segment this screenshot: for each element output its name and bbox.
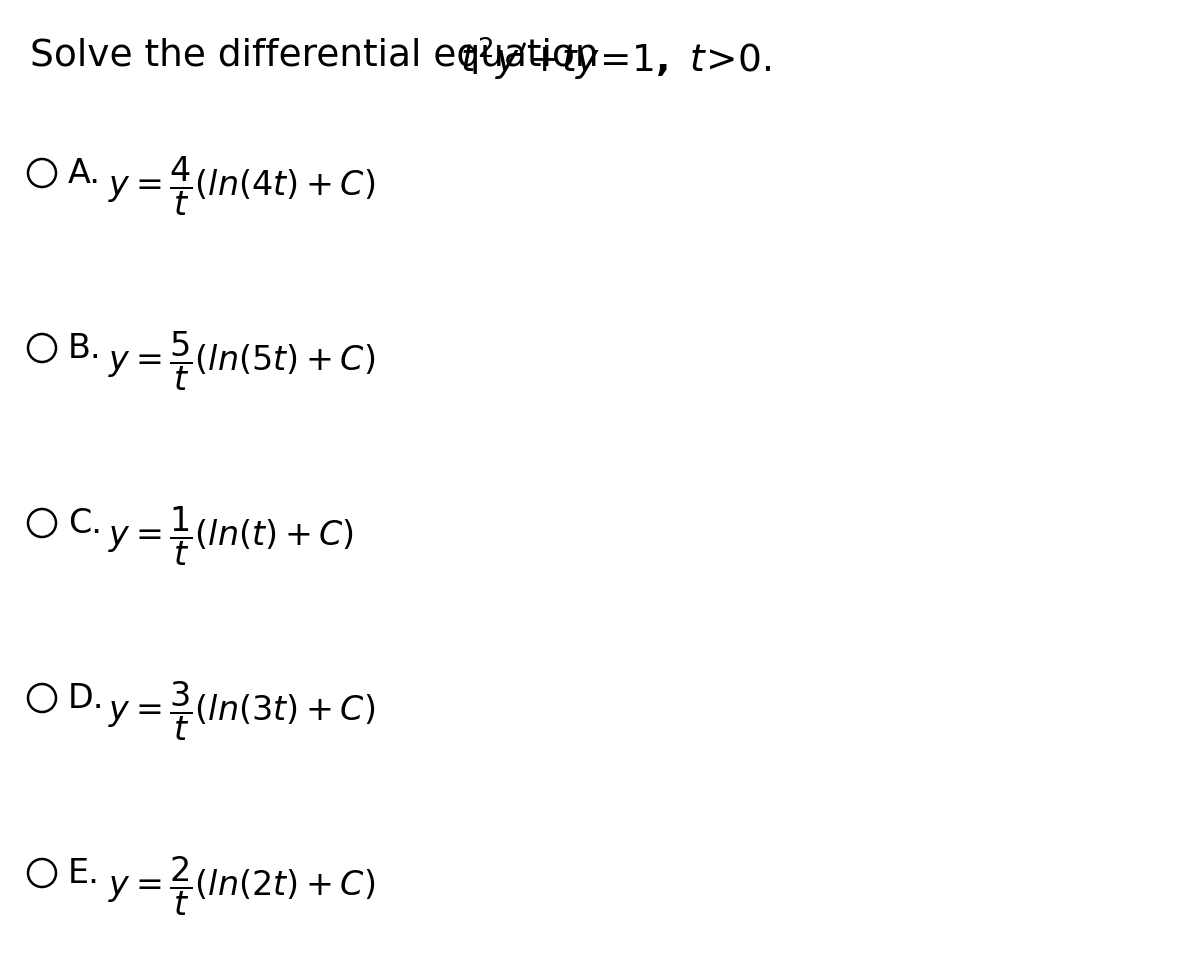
Text: Solve the differential equation: Solve the differential equation	[30, 38, 611, 74]
Text: A.: A.	[68, 157, 101, 190]
Text: $\mathit{y=\dfrac{3}{t}\left(ln(3t)+C\right)}$: $\mathit{y=\dfrac{3}{t}\left(ln(3t)+C\ri…	[108, 680, 376, 743]
Text: $\mathit{y=\dfrac{5}{t}\left(ln(5t)+C\right)}$: $\mathit{y=\dfrac{5}{t}\left(ln(5t)+C\ri…	[108, 330, 376, 393]
Text: $\mathbf{\mathit{t^2}}\mathbf{\mathit{y'\!+\!ty\!=\!1}}$$\mathbf{,\ }$$\mathbf{\: $\mathbf{\mathit{t^2}}\mathbf{\mathit{y'…	[460, 36, 772, 83]
Text: C.: C.	[68, 507, 102, 540]
Text: $\mathit{y=\dfrac{2}{t}\left(ln(2t)+C\right)}$: $\mathit{y=\dfrac{2}{t}\left(ln(2t)+C\ri…	[108, 855, 376, 918]
Text: $\mathit{y=\dfrac{1}{t}\left(ln(t)+C\right)}$: $\mathit{y=\dfrac{1}{t}\left(ln(t)+C\rig…	[108, 505, 354, 569]
Text: E.: E.	[68, 857, 100, 890]
Text: $\mathit{y=\dfrac{4}{t}\left(ln(4t)+C\right)}$: $\mathit{y=\dfrac{4}{t}\left(ln(4t)+C\ri…	[108, 155, 376, 218]
Text: D.: D.	[68, 682, 104, 715]
Text: B.: B.	[68, 332, 102, 365]
